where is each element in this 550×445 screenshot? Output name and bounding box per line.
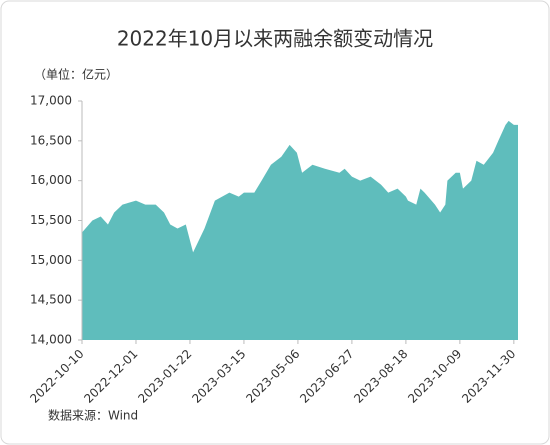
y-tick-label: 15,500 [30, 213, 72, 227]
y-tick-label: 16,500 [30, 133, 72, 147]
y-tick-label: 14,500 [30, 293, 72, 307]
unit-label: （单位：亿元） [34, 67, 118, 82]
y-tick-label: 15,000 [30, 253, 72, 267]
source: 数据来源：Wind [48, 408, 138, 423]
chart-title: 2022年10月以来两融余额变动情况 [117, 27, 433, 51]
y-tick-label: 16,000 [30, 173, 72, 187]
area [82, 120, 518, 341]
y-tick-label: 17,000 [30, 94, 72, 108]
y-tick-label: 14,000 [30, 333, 72, 347]
